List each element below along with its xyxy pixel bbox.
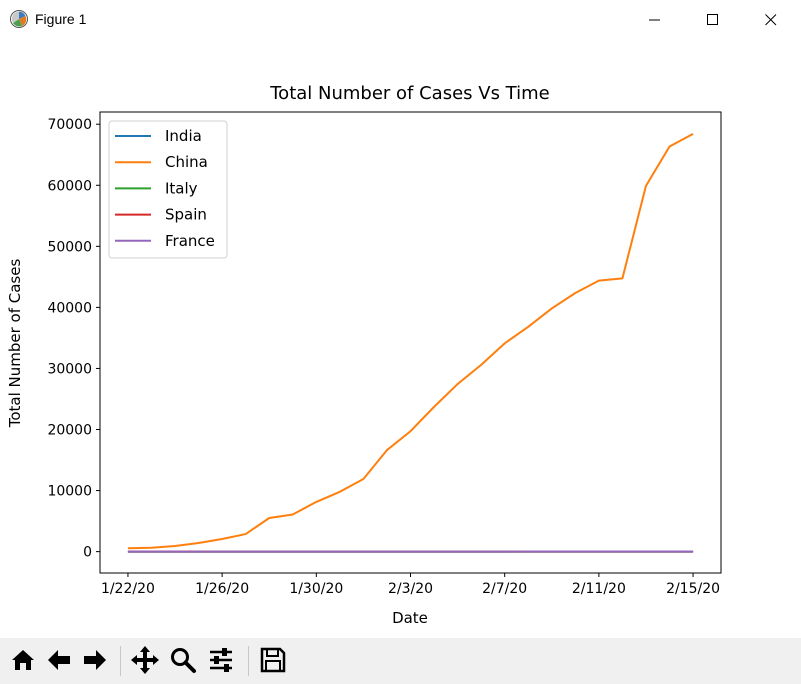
forward-button[interactable] xyxy=(78,642,112,678)
home-icon xyxy=(12,650,34,670)
y-tick-label: 40000 xyxy=(47,300,92,316)
legend-label-india: India xyxy=(165,127,202,145)
configure-subplots-button[interactable] xyxy=(204,642,238,678)
navigation-toolbar xyxy=(0,638,801,684)
save-button[interactable] xyxy=(256,642,290,678)
x-tick-label: 1/22/20 xyxy=(101,581,155,597)
toolbar-separator xyxy=(120,646,121,676)
y-tick-label: 70000 xyxy=(47,117,92,133)
back-button[interactable] xyxy=(42,642,76,678)
app-icon xyxy=(10,10,28,28)
forward-icon xyxy=(84,650,106,670)
y-axis-label: Total Number of Cases xyxy=(6,259,24,429)
legend-label-italy: Italy xyxy=(165,179,198,197)
y-tick-label: 20000 xyxy=(47,423,92,439)
zoom-button[interactable] xyxy=(166,642,200,678)
maximize-button[interactable] xyxy=(684,0,742,40)
pan-icon xyxy=(131,646,159,674)
minimize-icon xyxy=(649,19,660,21)
y-tick-label: 30000 xyxy=(47,361,92,377)
save-icon xyxy=(260,647,286,673)
x-tick-label: 1/26/20 xyxy=(195,581,249,597)
x-tick-label: 2/3/20 xyxy=(388,581,433,597)
close-button[interactable] xyxy=(742,0,800,40)
y-tick-label: 60000 xyxy=(47,178,92,194)
pan-button[interactable] xyxy=(128,642,162,678)
legend-label-france: France xyxy=(165,232,215,250)
line-chart: Total Number of Cases Vs Time Date Total… xyxy=(6,83,722,627)
legend-label-spain: Spain xyxy=(165,206,207,224)
legend-label-china: China xyxy=(165,153,208,171)
zoom-icon xyxy=(171,648,196,673)
legend-box xyxy=(108,120,228,259)
window-titlebar: Figure 1 xyxy=(0,0,801,41)
toolbar-separator xyxy=(248,646,249,676)
x-tick-label: 2/7/20 xyxy=(482,581,527,597)
chart-title: Total Number of Cases Vs Time xyxy=(269,83,549,104)
configure-subplots-icon xyxy=(210,648,232,672)
home-button[interactable] xyxy=(6,642,40,678)
y-tick-label: 10000 xyxy=(47,484,92,500)
close-icon xyxy=(765,14,777,26)
y-tick-label: 50000 xyxy=(47,239,92,255)
figure-canvas[interactable]: Total Number of Cases Vs Time Date Total… xyxy=(0,40,801,638)
y-tick-label: 0 xyxy=(83,545,92,561)
x-axis-label: Date xyxy=(392,609,428,627)
x-tick-label: 2/11/20 xyxy=(572,581,626,597)
maximize-icon xyxy=(707,14,718,25)
window-title: Figure 1 xyxy=(35,11,87,27)
series-line-china xyxy=(127,133,694,550)
x-tick-label: 2/15/20 xyxy=(666,581,720,597)
minimize-button[interactable] xyxy=(626,0,684,40)
back-icon xyxy=(48,650,70,670)
x-tick-label: 1/30/20 xyxy=(289,581,343,597)
